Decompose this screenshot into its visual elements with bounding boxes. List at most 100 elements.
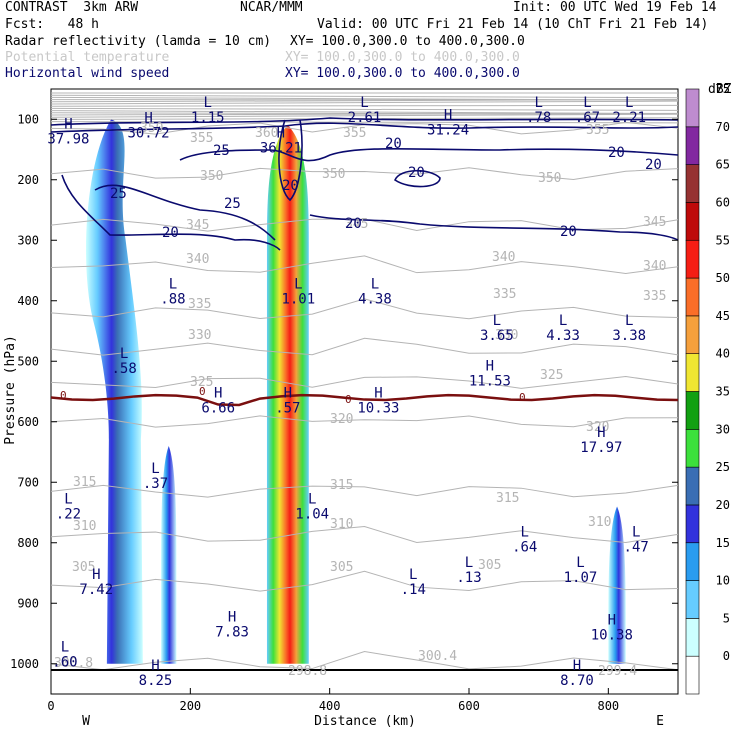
colorbar-swatch bbox=[685, 542, 700, 581]
theta-label: 305 bbox=[478, 558, 501, 573]
reflectivity-field bbox=[85, 119, 626, 664]
y-tick-label: 400 bbox=[17, 294, 39, 308]
field-xy-reflectivity: XY= 100.0,300.0 to 400.0,300.0 bbox=[290, 34, 525, 49]
extremum-type: L bbox=[204, 95, 212, 111]
extremum-type: L bbox=[493, 313, 501, 329]
theta-label: 345 bbox=[643, 215, 666, 230]
extremum-value: .57 bbox=[275, 401, 300, 417]
extremum-value: 7.83 bbox=[215, 624, 249, 640]
extremum-value: 17.97 bbox=[580, 440, 622, 456]
extremum-value: 4.33 bbox=[546, 328, 580, 344]
theta-contour bbox=[51, 99, 678, 103]
extremum-type: L bbox=[308, 491, 316, 507]
field-xy-theta: XY= 100.0,300.0 to 400.0,300.0 bbox=[285, 50, 520, 65]
colorbar-swatch bbox=[685, 655, 700, 695]
wind-label: 20 bbox=[385, 136, 402, 152]
extremum-value: 2.21 bbox=[612, 110, 646, 126]
extremum-type: H bbox=[64, 116, 72, 132]
extremum-value: .37 bbox=[143, 476, 168, 492]
y-tick-label: 500 bbox=[17, 354, 39, 368]
theta-label: 360 bbox=[255, 126, 278, 141]
model-title: CONTRAST 3km ARW bbox=[5, 0, 139, 15]
reflectivity-cell bbox=[161, 445, 177, 664]
reflectivity-cell bbox=[608, 506, 626, 664]
colorbar-label: 50 bbox=[716, 271, 730, 285]
theta-contour bbox=[51, 415, 678, 428]
extremum-value: 10.33 bbox=[357, 401, 399, 417]
theta-contour bbox=[51, 112, 678, 116]
wind-contour bbox=[51, 122, 678, 133]
wind-contour bbox=[309, 214, 678, 241]
extremum-type: L bbox=[371, 277, 379, 293]
org-label: NCAR/MMM bbox=[240, 0, 303, 15]
extremum-type: L bbox=[583, 95, 591, 111]
extremum-value: 2.61 bbox=[348, 110, 382, 126]
theta-contour bbox=[51, 337, 678, 356]
extremum-type: L bbox=[625, 313, 633, 329]
colorbar-swatch bbox=[685, 429, 700, 468]
freezing-label: 0 bbox=[199, 385, 206, 398]
x-end-label-east: E bbox=[656, 714, 664, 729]
extremum-type: L bbox=[169, 277, 177, 293]
wind-label: 20 bbox=[608, 145, 625, 161]
wind-label: 20 bbox=[162, 225, 179, 241]
extremum-type: H bbox=[573, 658, 581, 674]
plot-frame bbox=[50, 88, 679, 695]
theta-label: 355 bbox=[190, 131, 213, 146]
wind-label: 20 bbox=[560, 224, 577, 240]
extremum-type: H bbox=[284, 386, 292, 402]
theta-label: 340 bbox=[186, 252, 209, 267]
theta-label: 315 bbox=[73, 475, 96, 490]
theta-contour bbox=[51, 104, 678, 107]
colorbar-label: 65 bbox=[716, 158, 730, 172]
wind-contour bbox=[394, 169, 441, 188]
x-tick-label: 600 bbox=[458, 699, 480, 713]
wind-contour bbox=[179, 147, 678, 162]
theta-contour bbox=[51, 94, 678, 99]
wind-label: 25 bbox=[110, 186, 127, 202]
wind-label: 20 bbox=[345, 216, 362, 232]
extremum-type: H bbox=[597, 425, 605, 441]
colorbar-label: 10 bbox=[716, 574, 730, 588]
extremum-type: L bbox=[151, 461, 159, 477]
extremum-value: 31.24 bbox=[427, 122, 469, 138]
colorbar-swatch bbox=[685, 580, 700, 619]
extremum-type: L bbox=[409, 567, 417, 583]
colorbar-label: 5 bbox=[723, 611, 730, 625]
extremum-type: H bbox=[374, 386, 382, 402]
theta-contour bbox=[51, 651, 678, 671]
extremum-type: H bbox=[214, 386, 222, 402]
field-label-reflectivity: Radar reflectivity (lamda = 10 cm) bbox=[5, 34, 272, 49]
theta-label: 340 bbox=[492, 250, 515, 265]
extremum-type: H bbox=[151, 658, 159, 674]
extremum-type: H bbox=[444, 107, 452, 123]
extremum-type: L bbox=[521, 525, 529, 541]
extremum-value: .22 bbox=[56, 506, 81, 522]
reflectivity-cell bbox=[266, 125, 309, 664]
colorbar-swatch bbox=[685, 277, 700, 317]
extremum-value: 36.21 bbox=[260, 140, 302, 156]
colorbar-swatch bbox=[685, 466, 700, 506]
theta-label: 300.8 bbox=[54, 656, 93, 671]
freezing-level bbox=[51, 393, 678, 407]
extremum-value: .47 bbox=[624, 540, 649, 556]
colorbar-label: 45 bbox=[716, 309, 730, 323]
extremum-type: L bbox=[534, 95, 542, 111]
extremum-type: L bbox=[61, 640, 69, 656]
extremum-value: 3.65 bbox=[480, 328, 514, 344]
theta-label: 350 bbox=[538, 171, 561, 186]
theta-label: 330 bbox=[495, 328, 518, 343]
theta-label: 350 bbox=[140, 121, 163, 136]
y-tick-label: 100 bbox=[17, 112, 39, 126]
extremum-value: 8.70 bbox=[560, 673, 594, 689]
theta-label: 305 bbox=[72, 560, 95, 575]
colorbar-label: 75 bbox=[716, 82, 730, 96]
theta-label: 335 bbox=[643, 289, 666, 304]
freezing-label: 0 bbox=[345, 393, 352, 406]
extremum-type: L bbox=[360, 95, 368, 111]
theta-contour bbox=[51, 255, 678, 274]
theta-label: 335 bbox=[188, 297, 211, 312]
extremum-type: H bbox=[277, 125, 285, 141]
wind-contour bbox=[61, 174, 281, 251]
